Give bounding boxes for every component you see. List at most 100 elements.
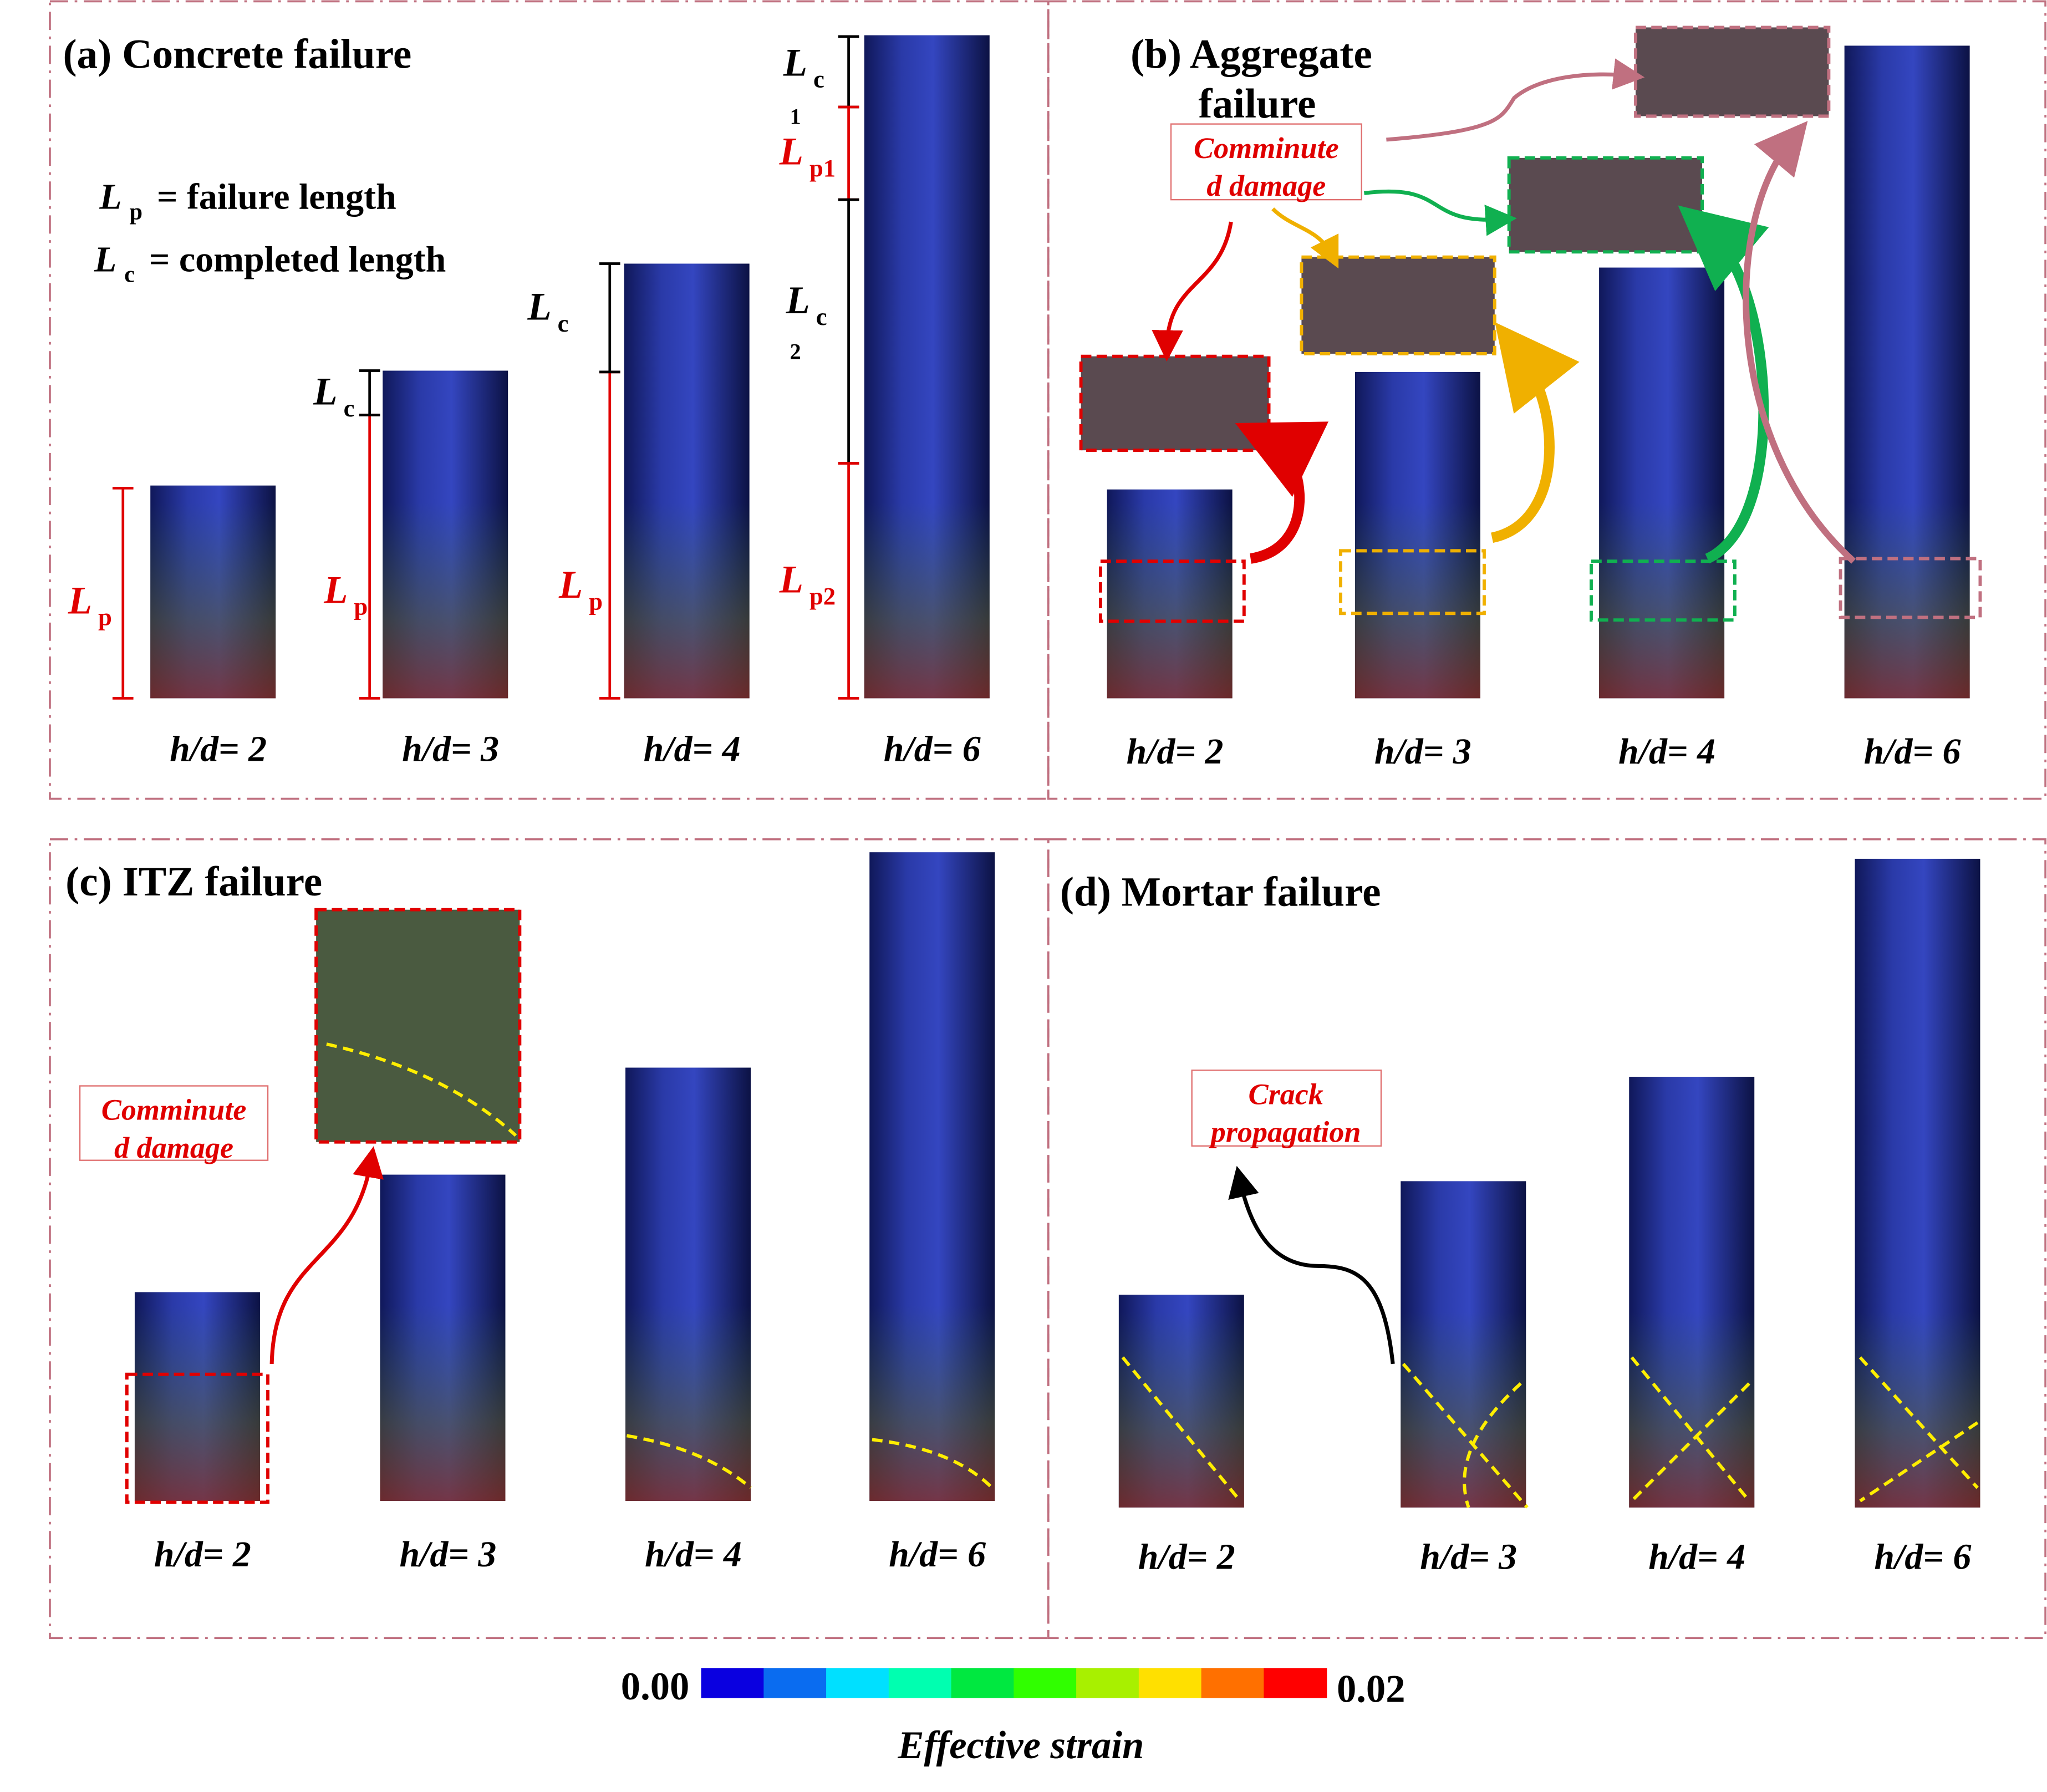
note-b-line2: d damage bbox=[1206, 169, 1326, 202]
hd-label-b-h3: h/d= 3 bbox=[1374, 731, 1471, 772]
arrow-zoom-2 bbox=[1235, 421, 1329, 564]
hd-label-c-h3: h/d= 3 bbox=[399, 1534, 496, 1575]
label-lp1-h6-subscript: p1 bbox=[809, 154, 836, 182]
svg-text:L: L bbox=[94, 240, 116, 280]
colorbar-segment-7 bbox=[1076, 1668, 1140, 1698]
colorbar-segment-10 bbox=[1264, 1668, 1327, 1698]
arrow-zoom-itz bbox=[269, 1146, 384, 1364]
colorbar-segment-1 bbox=[701, 1668, 765, 1698]
label-lp2-h6: L bbox=[779, 558, 803, 602]
damage-zone-c-h2 bbox=[134, 1305, 260, 1501]
crack-d-h6a bbox=[1858, 1356, 1979, 1489]
hd-label-d-h6: h/d= 6 bbox=[1874, 1536, 1971, 1577]
highlight-box-h2 bbox=[1098, 559, 1246, 623]
arrow-note-to-inset-6 bbox=[1386, 58, 1645, 142]
arrow-crack-propagation bbox=[1228, 1165, 1395, 1365]
panel-b-title-line1: (b) Aggregate bbox=[1131, 31, 1372, 77]
inset-image-h6 bbox=[1636, 27, 1829, 116]
hd-label-a-h3: h/d= 3 bbox=[402, 729, 499, 769]
note-b-line1: Comminute bbox=[1194, 131, 1339, 165]
inset-image-h4 bbox=[1509, 157, 1703, 252]
note-box-d bbox=[1191, 1070, 1382, 1147]
legend-lp: L p = failure length bbox=[99, 177, 396, 225]
crack-d-h3a bbox=[1402, 1362, 1529, 1509]
damage-zone-d-h6 bbox=[1855, 1311, 1980, 1508]
label-lp1-h6: L bbox=[779, 130, 803, 174]
label-lp-h3: L bbox=[323, 569, 348, 612]
label-lc1-index: 1 bbox=[790, 104, 801, 129]
label-lc-h4-subscript: c bbox=[558, 309, 569, 337]
colorbar-segment-6 bbox=[1014, 1668, 1077, 1698]
hd-label-d-h4: h/d= 4 bbox=[1648, 1536, 1745, 1577]
damage-zone-a-h2 bbox=[150, 502, 276, 699]
svg-text:p: p bbox=[130, 198, 143, 225]
damage-zone-d-h4 bbox=[1629, 1311, 1755, 1508]
crack-itz-h6 bbox=[872, 1438, 994, 1489]
label-lc2-index: 2 bbox=[790, 339, 801, 364]
hd-label-d-h2: h/d= 2 bbox=[1138, 1536, 1235, 1577]
damage-zone-d-h2 bbox=[1118, 1311, 1244, 1508]
note-d-line1: Crack bbox=[1248, 1077, 1323, 1111]
hd-label-a-h6: h/d= 6 bbox=[884, 729, 981, 769]
note-c-line2: d damage bbox=[114, 1131, 233, 1164]
damage-zone-c-h3 bbox=[380, 1305, 506, 1501]
hd-label-c-h6: h/d= 6 bbox=[889, 1534, 986, 1575]
label-lp-h2: L bbox=[68, 579, 92, 622]
colorbar-segment-9 bbox=[1201, 1668, 1265, 1698]
label-lp-h4-subscript: p bbox=[589, 587, 603, 615]
inset-frame-itz bbox=[314, 908, 522, 1144]
damage-zone-b-h4 bbox=[1599, 502, 1725, 699]
inset-image-itz bbox=[316, 909, 520, 1142]
hd-label-a-h4: h/d= 4 bbox=[644, 729, 741, 769]
panel-c-title: (c) ITZ failure bbox=[65, 859, 322, 905]
colorbar bbox=[701, 1668, 1327, 1698]
svg-text:= completed length: = completed length bbox=[149, 240, 446, 280]
inset-image-h3 bbox=[1301, 257, 1495, 354]
highlight-box-h4 bbox=[1590, 559, 1737, 622]
legend-lc: L c = completed length bbox=[94, 240, 446, 288]
crack-d-h6b bbox=[1859, 1421, 1979, 1503]
label-lp-h2-subscript: p bbox=[98, 603, 112, 631]
arrow-zoom-3 bbox=[1490, 322, 1580, 543]
colorbar-min: 0.00 bbox=[621, 1665, 690, 1708]
arrow-zoom-4 bbox=[1678, 205, 1769, 564]
label-lc-h4: L bbox=[527, 286, 551, 329]
panel-d-frame bbox=[1047, 838, 2047, 1640]
damage-zone-c-h4 bbox=[625, 1305, 751, 1501]
hd-labels: h/d= 2 h/d= 3 h/d= 4 h/d= 6 h/d= 2 h/d= 3 h/d=… bbox=[154, 729, 1971, 1577]
damage-zone-a-h3 bbox=[383, 502, 508, 699]
label-lc-h3-subscript: c bbox=[344, 394, 355, 422]
panel-b-title-line2: failure bbox=[1198, 81, 1316, 127]
crack-itz-inset bbox=[326, 1042, 517, 1137]
label-lc1-h6: L bbox=[783, 42, 807, 85]
panel-b-frame bbox=[1047, 0, 2047, 800]
hd-label-b-h4: h/d= 4 bbox=[1618, 731, 1715, 772]
label-lp-h4: L bbox=[558, 563, 583, 607]
arrow-note-to-inset-3 bbox=[1271, 207, 1339, 269]
damage-zone-c-h6 bbox=[869, 1305, 995, 1501]
damage-zone-b-h3 bbox=[1355, 502, 1480, 699]
panel-a-title: (a) Concrete failure bbox=[63, 31, 411, 77]
svg-text:L: L bbox=[99, 177, 121, 217]
label-lp-h3-subscript: p bbox=[354, 593, 368, 620]
note-box-b bbox=[1170, 123, 1362, 201]
arrow-zoom-6 bbox=[1743, 121, 1856, 564]
arrow-note-to-inset-2 bbox=[1152, 221, 1233, 362]
crack-d-h2a bbox=[1121, 1356, 1242, 1502]
label-lc1-h6-subscript: c bbox=[813, 65, 824, 93]
hd-label-a-h2: h/d= 2 bbox=[170, 729, 267, 769]
hd-label-b-h6: h/d= 6 bbox=[1864, 731, 1961, 772]
colorbar-segment-5 bbox=[951, 1668, 1015, 1698]
inset-image-h2 bbox=[1081, 356, 1269, 451]
hd-label-c-h4: h/d= 4 bbox=[645, 1534, 742, 1575]
colorbar-segment-8 bbox=[1138, 1668, 1202, 1698]
label-lc2-h6: L bbox=[786, 279, 810, 322]
arrow-note-to-inset-4 bbox=[1363, 189, 1517, 236]
highlight-box-itz bbox=[125, 1372, 269, 1504]
colorbar-segment-4 bbox=[888, 1668, 952, 1698]
note-d-line2: propagation bbox=[1209, 1116, 1361, 1149]
note-c-line1: Comminute bbox=[101, 1093, 247, 1127]
hd-label-b-h2: h/d= 2 bbox=[1127, 731, 1224, 772]
